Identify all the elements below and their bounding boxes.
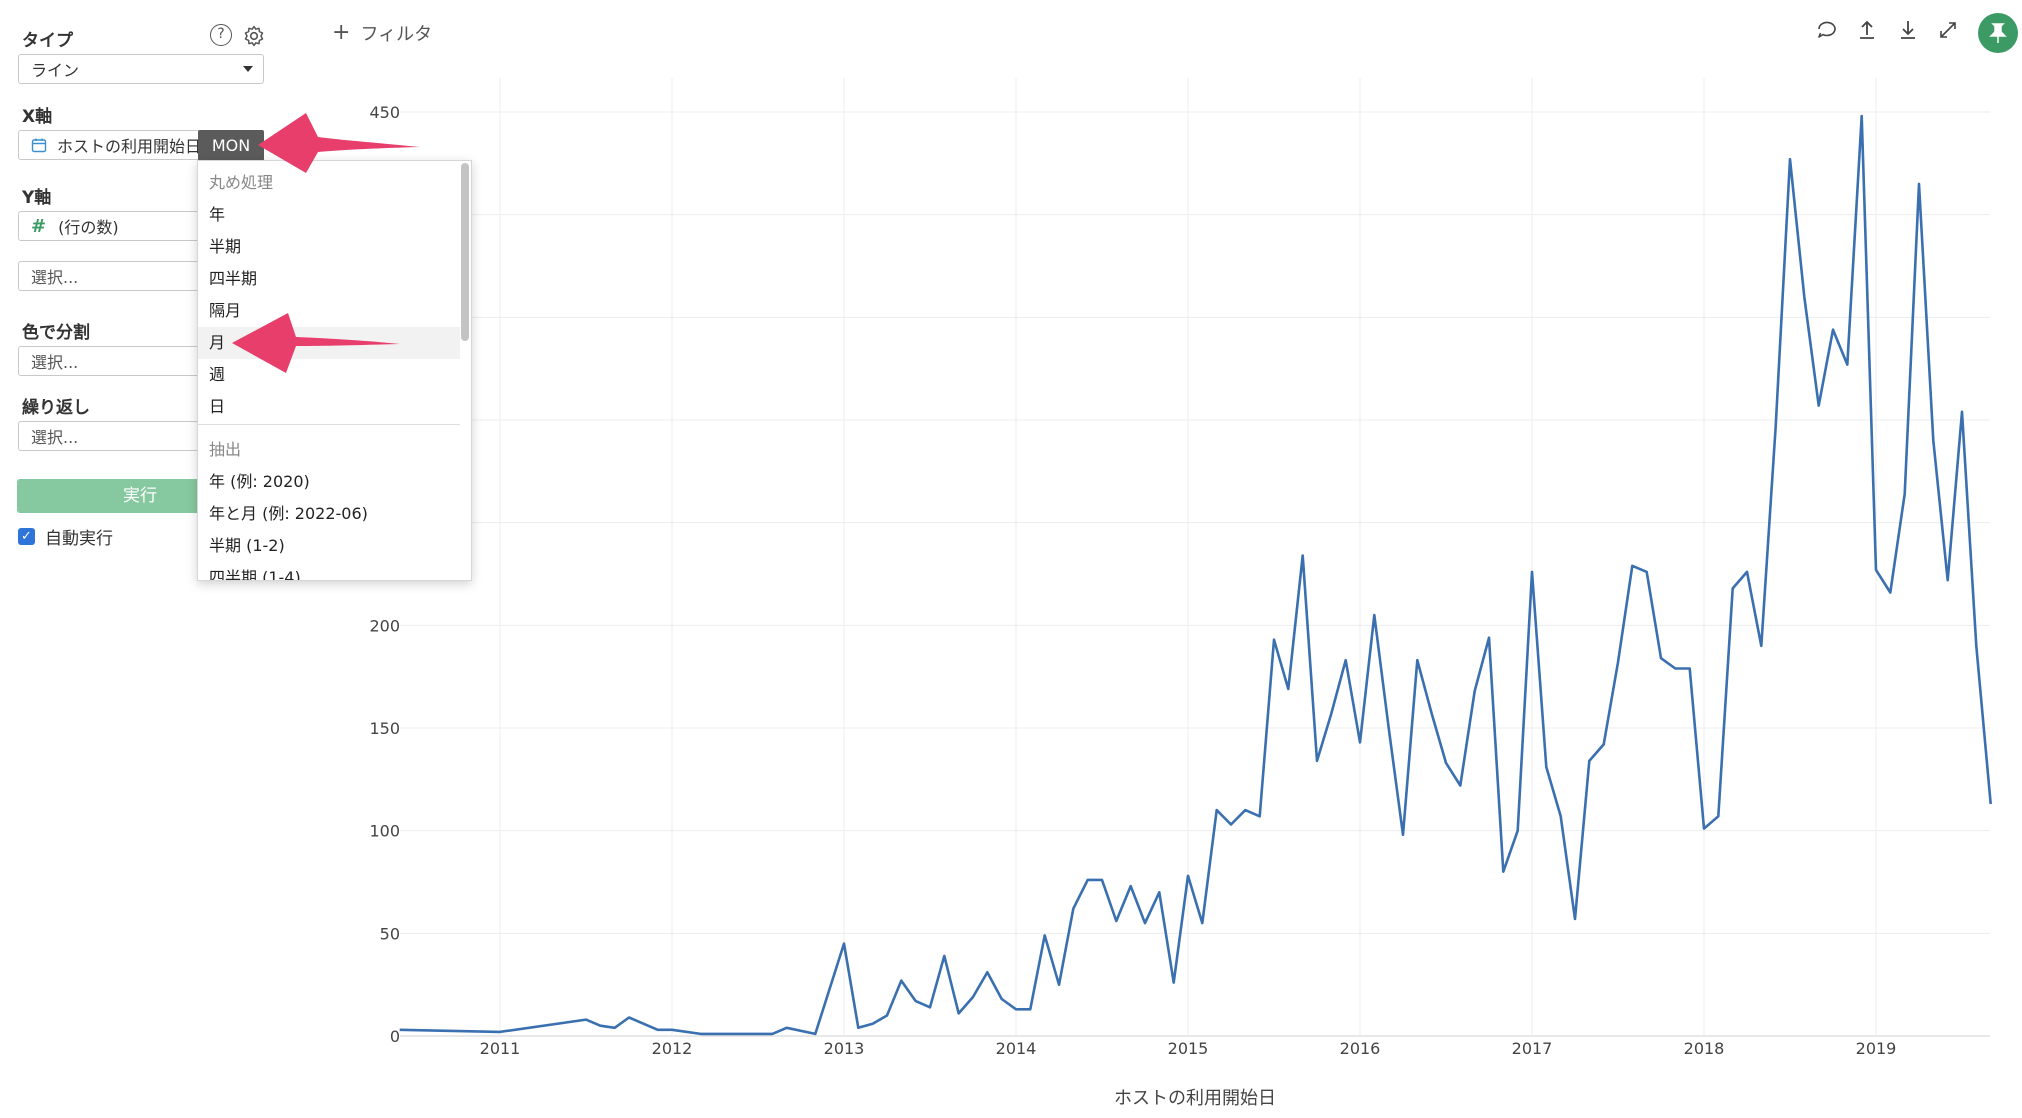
x-axis-section-label: X軸 — [22, 107, 53, 127]
arrow-to-mon-badge — [258, 113, 420, 173]
color-split-select[interactable]: 選択... — [18, 346, 200, 376]
x-tick-label: 2017 — [1512, 1039, 1553, 1058]
y-axis-add-select[interactable]: 選択... — [18, 261, 200, 291]
calendar-icon — [31, 138, 47, 153]
dropdown-item-extract-year[interactable]: 年 (例: 2020) — [209, 472, 310, 491]
dropdown-group-round: 丸め処理 — [209, 173, 274, 192]
dropdown-divider — [198, 424, 460, 425]
y-axis-add-placeholder: 選択... — [31, 268, 79, 287]
dropdown-scrollbar[interactable] — [461, 163, 469, 341]
rounding-badge[interactable]: MON — [198, 130, 264, 161]
x-tick-label: 2011 — [480, 1039, 521, 1058]
x-tick-label: 2016 — [1340, 1039, 1381, 1058]
filter-label: フィルタ — [360, 24, 433, 45]
dropdown-item-bimonth[interactable]: 隔月 — [209, 301, 242, 320]
x-tick-label: 2019 — [1856, 1039, 1897, 1058]
plus-icon: + — [332, 20, 351, 45]
y-axis-section-label: Y軸 — [22, 188, 52, 208]
x-axis-value: ホストの利用開始日 — [57, 137, 200, 156]
caret-down-icon — [243, 66, 253, 72]
arrow-to-month-item — [232, 313, 400, 373]
download-icon[interactable] — [1896, 18, 1920, 42]
x-tick-label: 2013 — [824, 1039, 865, 1058]
dropdown-item-extract-quarter[interactable]: 四半期 (1-4) — [209, 568, 301, 581]
x-axis-field[interactable]: ホストの利用開始日 — [18, 130, 200, 160]
expand-icon[interactable] — [1936, 18, 1960, 42]
y-tick-label: 150 — [369, 719, 400, 738]
x-tick-label: 2015 — [1168, 1039, 1209, 1058]
y-axis-field[interactable]: # (行の数) — [18, 211, 200, 241]
y-tick-label: 50 — [380, 924, 400, 943]
chart-type-select[interactable]: ライン — [18, 54, 264, 84]
checkbox-checked-icon: ✓ — [18, 528, 35, 545]
y-tick-label: 200 — [369, 616, 400, 635]
dropdown-item-quarter[interactable]: 四半期 — [209, 269, 258, 288]
dropdown-item-year[interactable]: 年 — [209, 205, 226, 224]
dropdown-item-day[interactable]: 日 — [209, 397, 226, 416]
x-tick-label: 2012 — [652, 1039, 693, 1058]
dropdown-item-week[interactable]: 週 — [209, 365, 226, 384]
x-tick-label: 2018 — [1684, 1039, 1725, 1058]
dropdown-group-extract: 抽出 — [209, 440, 242, 459]
y-tick-label: 450 — [369, 103, 400, 122]
dropdown-item-extract-half[interactable]: 半期 (1-2) — [209, 536, 285, 555]
dropdown-item-half[interactable]: 半期 — [209, 237, 242, 256]
y-tick-label: 0 — [390, 1027, 400, 1046]
comment-icon[interactable] — [1815, 18, 1839, 42]
add-filter-button[interactable]: + フィルタ — [332, 20, 432, 46]
y-axis-value: (行の数) — [58, 218, 119, 237]
series-line — [399, 114, 1992, 1036]
color-split-placeholder: 選択... — [31, 353, 79, 372]
auto-run-label: 自動実行 — [45, 529, 113, 549]
x-tick-label: 2014 — [996, 1039, 1037, 1058]
x-axis-title: ホストの利用開始日 — [1114, 1088, 1276, 1109]
pin-button[interactable] — [1978, 13, 2018, 53]
type-section-label: タイプ — [22, 31, 73, 51]
repeat-section-label: 繰り返し — [22, 398, 90, 418]
chart-type-value: ライン — [31, 61, 80, 80]
color-split-section-label: 色で分割 — [22, 323, 90, 343]
upload-icon[interactable] — [1855, 18, 1879, 42]
repeat-placeholder: 選択... — [31, 428, 79, 447]
hash-icon: # — [31, 215, 47, 237]
pin-icon — [1989, 23, 2007, 43]
question-circle-icon[interactable]: ? — [210, 24, 232, 46]
dropdown-item-extract-year-month[interactable]: 年と月 (例: 2022-06) — [209, 504, 368, 523]
auto-run-checkbox[interactable]: ✓ 自動実行 — [18, 524, 113, 549]
gear-icon[interactable] — [242, 24, 266, 48]
y-tick-label: 100 — [369, 822, 400, 841]
